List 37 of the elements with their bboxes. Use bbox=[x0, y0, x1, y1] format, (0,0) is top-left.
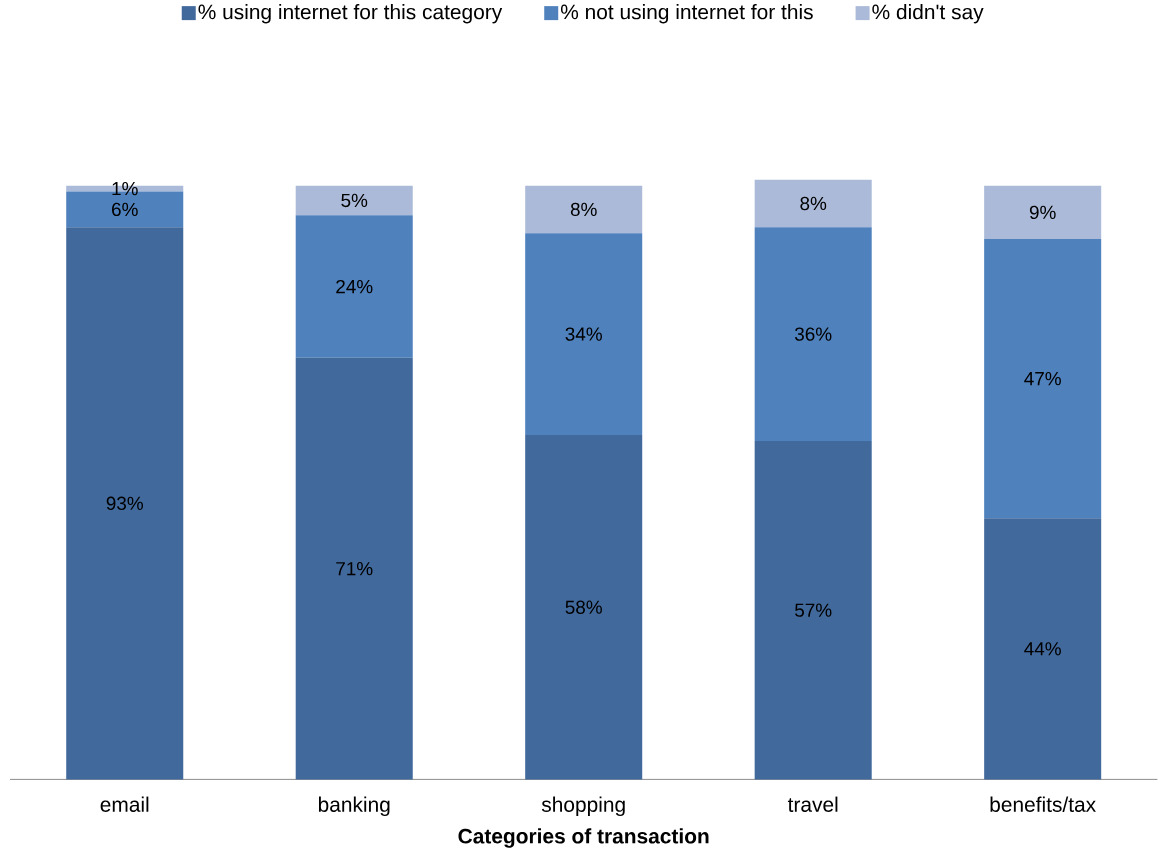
data-label: 71% bbox=[336, 561, 373, 576]
data-label: 6% bbox=[112, 202, 138, 216]
data-label: 5% bbox=[341, 193, 368, 207]
x-axis-title: Categories of transaction bbox=[458, 828, 709, 848]
data-label: 9% bbox=[1029, 205, 1056, 219]
legend-label: % didn't say bbox=[872, 3, 984, 24]
x-tick-label: benefits/tax bbox=[990, 796, 1096, 812]
data-label: 24% bbox=[336, 279, 373, 294]
bar bbox=[984, 517, 1102, 780]
data-label: 93% bbox=[106, 496, 143, 510]
bar bbox=[984, 185, 1102, 239]
bar bbox=[295, 357, 413, 780]
data-label: 47% bbox=[1024, 371, 1061, 386]
bar bbox=[754, 179, 872, 228]
bar bbox=[525, 185, 643, 233]
x-tick-label: email bbox=[100, 796, 149, 812]
legend-label: % using internet for this category bbox=[198, 3, 503, 24]
data-label: 36% bbox=[794, 327, 832, 341]
legend-label: % not using internet for this bbox=[560, 3, 813, 24]
data-label: 1% bbox=[112, 181, 138, 196]
bar bbox=[754, 440, 872, 780]
data-label: 34% bbox=[565, 327, 602, 341]
data-label: 58% bbox=[565, 600, 602, 614]
data-label: 8% bbox=[800, 196, 827, 210]
bar bbox=[295, 185, 413, 216]
bar bbox=[525, 232, 643, 435]
bar bbox=[525, 434, 643, 780]
bar bbox=[295, 215, 413, 358]
bar bbox=[754, 227, 872, 441]
bar bbox=[984, 238, 1102, 518]
bar bbox=[66, 227, 184, 780]
data-label: 44% bbox=[1024, 641, 1061, 656]
data-label: 57% bbox=[795, 603, 832, 617]
data-label: 8% bbox=[570, 202, 597, 216]
x-tick-label: shopping bbox=[541, 796, 625, 816]
x-tick-label: banking bbox=[318, 796, 390, 816]
x-tick-label: travel bbox=[787, 796, 838, 812]
